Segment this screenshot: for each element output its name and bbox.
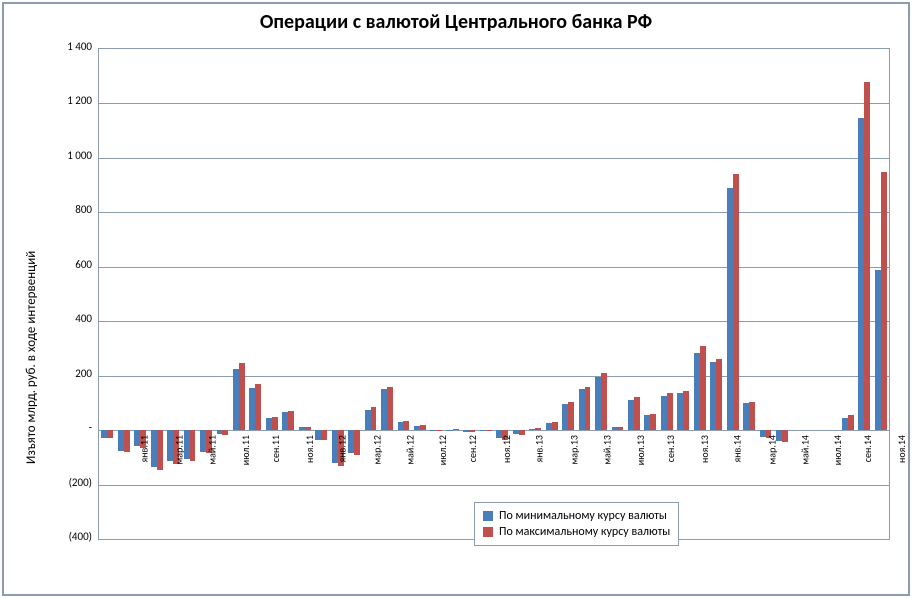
x-tick-label: мар.11	[173, 435, 186, 464]
x-tick-label: ноя.11	[303, 435, 316, 463]
bar	[864, 82, 870, 430]
bar	[371, 407, 377, 430]
bar	[617, 427, 623, 430]
x-tick-label: май.12	[403, 435, 416, 465]
bar	[683, 391, 689, 430]
gridline	[99, 485, 889, 486]
bar	[782, 430, 788, 442]
x-tick-label: янв.14	[730, 435, 743, 463]
x-tick-label: янв.11	[138, 435, 151, 463]
x-tick-label: май.14	[798, 435, 811, 465]
x-tick-label: сен.12	[467, 435, 480, 462]
chart-title: Операции с валютой Центрального банка РФ	[4, 10, 908, 34]
bar	[403, 421, 409, 431]
plot-area	[98, 48, 890, 540]
x-tick-label: ноя.12	[500, 435, 513, 463]
x-tick-label: июл.13	[634, 435, 647, 465]
y-tick-label: 200	[42, 367, 92, 380]
bar	[288, 411, 294, 430]
y-tick-label: -	[42, 421, 92, 434]
gridline	[99, 158, 889, 159]
x-tick-label: июл.12	[437, 435, 450, 465]
legend-item: По максимальному курсу валюты	[483, 525, 670, 539]
y-tick-label: 1 000	[42, 149, 92, 162]
bar	[255, 384, 261, 430]
bar	[667, 393, 673, 430]
bar	[486, 430, 492, 431]
y-tick-label: (200)	[42, 476, 92, 489]
bar	[453, 429, 459, 430]
bar	[552, 422, 558, 430]
legend-item: По минимальному курсу валюты	[483, 509, 670, 523]
bar	[733, 174, 739, 430]
legend-swatch	[483, 511, 493, 521]
bar	[650, 414, 656, 430]
gridline	[99, 103, 889, 104]
y-tick-label: 800	[42, 203, 92, 216]
bar	[881, 172, 887, 431]
y-tick-label: 1 400	[42, 40, 92, 53]
bar	[387, 387, 393, 431]
bar	[222, 430, 228, 435]
x-tick-label: мар.12	[370, 435, 383, 464]
legend-label: По минимальному курсу валюты	[499, 509, 667, 523]
x-tick-label: мар.13	[568, 435, 581, 464]
bar	[469, 430, 475, 432]
x-tick-label: июл.11	[239, 435, 252, 465]
bar	[239, 363, 245, 430]
legend-label: По максимальному курсу валюты	[499, 525, 670, 539]
bar	[700, 346, 706, 430]
bar	[568, 402, 574, 431]
x-tick-label: май.11	[206, 435, 219, 465]
bar	[749, 402, 755, 431]
legend-swatch	[483, 527, 493, 537]
gridline	[99, 267, 889, 268]
y-tick-label: 400	[42, 312, 92, 325]
bar	[354, 430, 360, 455]
bar	[601, 373, 607, 430]
bar	[321, 430, 327, 440]
bar	[436, 430, 442, 431]
gridline	[99, 212, 889, 213]
bar	[716, 359, 722, 430]
x-tick-label: сен.11	[269, 435, 282, 462]
chart-frame: Операции с валютой Центрального банка РФ…	[2, 2, 910, 596]
y-tick-label: 600	[42, 258, 92, 271]
bar	[107, 430, 113, 438]
legend: По минимальному курсу валюты По максималь…	[474, 502, 679, 546]
bar	[420, 425, 426, 430]
x-tick-label: мар.14	[765, 435, 778, 464]
bar	[305, 427, 311, 430]
bar	[272, 417, 278, 431]
x-tick-label: сен.14	[862, 435, 875, 462]
gridline	[99, 376, 889, 377]
x-tick-label: май.13	[601, 435, 614, 465]
bar	[535, 428, 541, 430]
x-tick-label: янв.13	[533, 435, 546, 463]
bar	[519, 430, 525, 435]
bar	[190, 430, 196, 461]
bar	[585, 387, 591, 431]
x-tick-label: ноя.14	[895, 435, 908, 463]
x-tick-label: июл.14	[832, 435, 845, 465]
bar	[848, 415, 854, 430]
bar	[634, 397, 640, 430]
x-tick-label: янв.12	[335, 435, 348, 463]
y-axis-label: Изъято млрд. руб. в ходе интервенций	[24, 251, 39, 464]
gridline	[99, 321, 889, 322]
bar	[124, 430, 130, 452]
y-tick-label: (400)	[42, 530, 92, 543]
y-tick-label: 1 200	[42, 94, 92, 107]
x-tick-label: сен.13	[664, 435, 677, 462]
x-tick-label: ноя.13	[698, 435, 711, 463]
bar	[157, 430, 163, 469]
